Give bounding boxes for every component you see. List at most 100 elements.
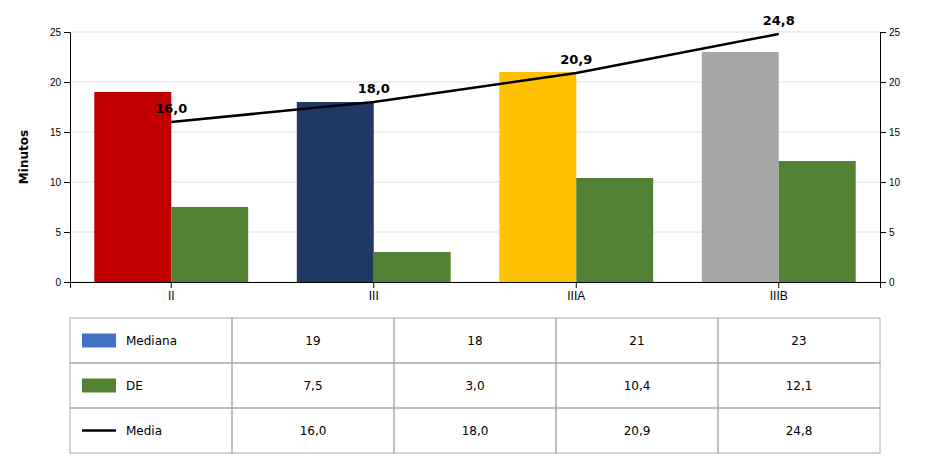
- tick-label: III: [369, 289, 379, 303]
- table-value: 18,0: [462, 424, 489, 438]
- tick-label: 25: [889, 27, 901, 38]
- bar: [779, 161, 856, 282]
- tick-label: 0: [889, 277, 895, 288]
- tick: 15: [50, 127, 70, 138]
- bar: [576, 178, 653, 282]
- table-value: 20,9: [624, 424, 651, 438]
- tick: II: [168, 282, 175, 303]
- y-axis-title: Minutos: [17, 130, 31, 184]
- tick: 20: [50, 77, 70, 88]
- tick-label: 10: [50, 177, 62, 188]
- table-cell: [718, 318, 880, 363]
- table-cell: [718, 363, 880, 408]
- table-cell: [70, 318, 232, 363]
- tick-mark: [880, 182, 886, 183]
- tick: IIIA: [567, 282, 585, 303]
- data-label: 20,9: [560, 52, 592, 67]
- tick-mark: [576, 282, 577, 288]
- plot: 16,018,020,924,805101520250510152025IIII…: [17, 13, 901, 303]
- axis-line: [881, 33, 887, 283]
- tick: 10: [880, 177, 901, 188]
- tick-mark: [880, 132, 886, 133]
- tick-label: 15: [889, 127, 901, 138]
- grid-line: [70, 32, 880, 33]
- legend-label: Mediana: [126, 334, 177, 348]
- line: [171, 34, 779, 122]
- table-value: 16,0: [300, 424, 327, 438]
- table-value: 18: [467, 334, 482, 348]
- legend-icon: [82, 379, 116, 393]
- grid: [70, 32, 880, 282]
- data-labels: 16,018,020,924,8: [155, 13, 795, 116]
- table-value: 7,5: [303, 379, 322, 393]
- table-cell: [232, 363, 394, 408]
- table-value: 10,4: [624, 379, 651, 393]
- tick: 20: [880, 77, 901, 88]
- chart: 16,018,020,924,805101520250510152025IIII…: [0, 0, 935, 463]
- bar-series: [171, 161, 855, 282]
- table-cell: [556, 363, 718, 408]
- bar: [374, 252, 451, 282]
- tick-label: 5: [889, 227, 895, 238]
- marks: [94, 34, 855, 282]
- tick: 0: [55, 277, 70, 288]
- tick: 0: [880, 277, 895, 288]
- bar-series: [94, 52, 778, 282]
- tick: 5: [880, 227, 895, 238]
- tick-label: IIIA: [567, 289, 585, 303]
- tick-mark: [778, 282, 779, 288]
- tick-label: 5: [55, 227, 61, 238]
- tick-mark: [64, 232, 70, 233]
- table-cell: [70, 408, 232, 453]
- tick-mark: [64, 32, 70, 33]
- table-cell: [556, 318, 718, 363]
- tick-mark: [64, 182, 70, 183]
- table-value: 24,8: [786, 424, 813, 438]
- bar: [499, 72, 576, 282]
- tick-label: 20: [50, 77, 62, 88]
- tick: III: [369, 282, 379, 303]
- tick-label: 20: [889, 77, 901, 88]
- tick-mark: [880, 232, 886, 233]
- table-value: 19: [305, 334, 320, 348]
- y2-axis: 0 5 10 15 20 25: [880, 27, 901, 288]
- tick: 25: [50, 27, 70, 38]
- table-cell: [394, 318, 556, 363]
- table-value: 21: [629, 334, 644, 348]
- data-label: 24,8: [763, 13, 795, 28]
- bar: [297, 102, 374, 282]
- data-label: 16,0: [155, 101, 187, 116]
- y-axis: 0 5 10 15 20 25: [50, 27, 71, 288]
- legend-icon: [82, 429, 116, 432]
- table-cell: [70, 363, 232, 408]
- tick: 25: [880, 27, 901, 38]
- tick-label: II: [168, 289, 175, 303]
- tick: 15: [880, 127, 901, 138]
- table-value: 23: [791, 334, 806, 348]
- table-cell: [556, 408, 718, 453]
- tick: 10: [50, 177, 70, 188]
- table-value: 3,0: [465, 379, 484, 393]
- legend-icon: [82, 334, 116, 348]
- legend-label: Media: [126, 424, 162, 438]
- table-cell: [232, 318, 394, 363]
- table-value: 12,1: [786, 379, 813, 393]
- bar: [94, 92, 171, 282]
- tick-mark: [64, 82, 70, 83]
- tick-mark: [373, 282, 374, 288]
- table-cell: [718, 408, 880, 453]
- tick-label: 15: [50, 127, 62, 138]
- tick-mark: [64, 282, 70, 283]
- table-cell: [394, 363, 556, 408]
- legend-table: Mediana19182123DE7,53,010,412,1Media16,0…: [70, 318, 880, 453]
- tick-label: 0: [55, 277, 61, 288]
- bar: [702, 52, 779, 282]
- x-axis: IIIIIIIIAIIIB: [71, 282, 881, 303]
- tick-mark: [880, 82, 886, 83]
- tick-mark: [171, 282, 172, 288]
- tick: 5: [55, 227, 70, 238]
- tick-label: 25: [50, 27, 62, 38]
- tick-mark: [64, 132, 70, 133]
- tick: IIIB: [770, 282, 788, 303]
- tick-label: IIIB: [770, 289, 788, 303]
